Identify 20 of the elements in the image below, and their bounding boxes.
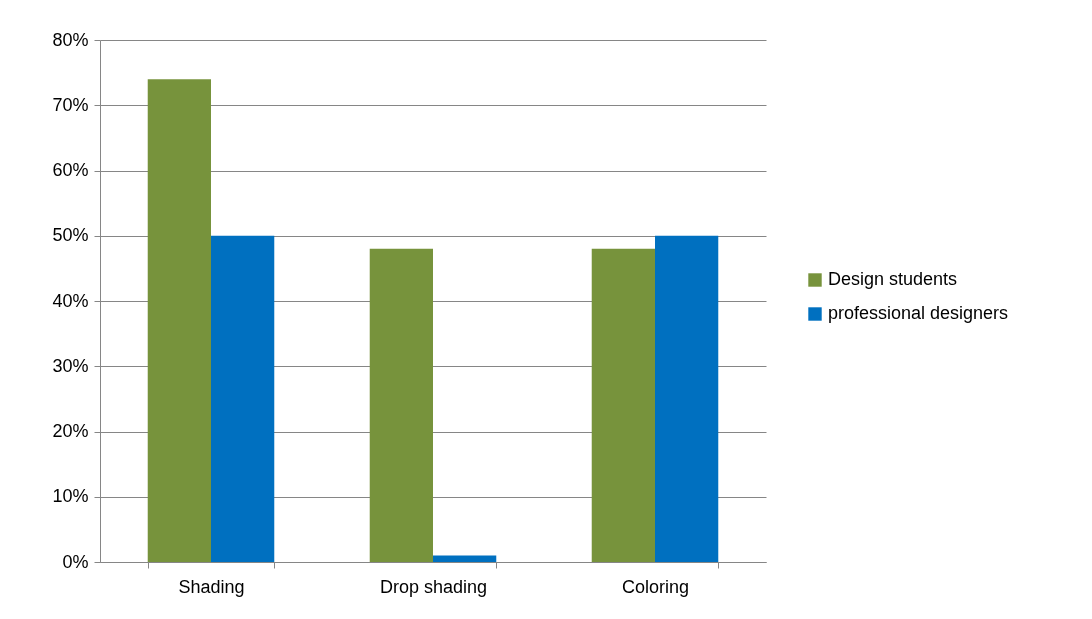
bar <box>655 235 719 562</box>
bar <box>433 555 497 562</box>
x-tick-label: Shading <box>178 576 245 597</box>
x-tick-label: Drop shading <box>379 576 488 597</box>
bar <box>369 248 433 562</box>
y-tick-label: 20% <box>52 421 89 441</box>
legend-label: professional designers <box>828 303 1009 323</box>
y-tick-label: 10% <box>52 486 89 507</box>
y-tick-label: 40% <box>52 290 89 311</box>
y-tick-label: 0% <box>62 551 89 572</box>
y-tick-label: 60% <box>52 160 89 180</box>
y-tick-label: 50% <box>52 225 89 246</box>
y-tick-label: 80% <box>52 29 89 50</box>
bar <box>211 235 275 562</box>
bar <box>591 248 655 562</box>
x-tick-label: Coloring <box>621 576 690 597</box>
y-tick-label: 30% <box>52 355 89 376</box>
bar <box>147 79 211 562</box>
legend-label: Design students <box>828 269 958 289</box>
y-tick-label: 70% <box>52 94 89 115</box>
